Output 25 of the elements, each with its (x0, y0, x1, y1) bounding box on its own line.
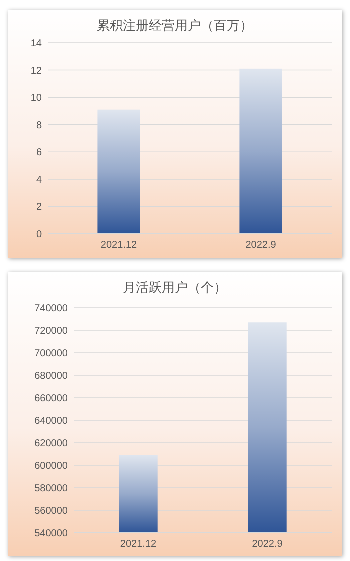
y-tick-label: 12 (30, 66, 42, 77)
y-tick-label: 14 (30, 38, 42, 50)
y-tick-label: 640000 (34, 416, 68, 427)
y-tick-label: 2 (36, 202, 42, 214)
y-tick-label: 600000 (34, 461, 68, 472)
y-tick-label: 0 (36, 230, 42, 240)
y-tick-label: 580000 (34, 484, 68, 494)
x-tick-label: 2021.12 (120, 539, 158, 550)
x-tick-label: 2021.12 (100, 240, 138, 251)
y-tick-label: 10 (30, 93, 42, 104)
y-tick-label: 700000 (34, 348, 68, 360)
chart-title: 累积注册经营用户（百万） (97, 18, 253, 33)
y-tick-label: 8 (36, 120, 42, 132)
y-tick-label: 540000 (34, 528, 68, 540)
y-tick-label: 680000 (34, 371, 68, 382)
y-tick-label: 560000 (34, 506, 68, 517)
y-tick-label: 6 (36, 148, 42, 159)
x-tick-label: 2022.9 (252, 539, 284, 550)
y-tick-label: 4 (36, 174, 42, 186)
x-tick-label: 2022.9 (246, 240, 277, 251)
y-tick-label: 740000 (34, 304, 68, 314)
y-tick-label: 660000 (34, 394, 68, 404)
y-tick-label: 620000 (34, 438, 68, 450)
y-tick-label: 720000 (34, 326, 68, 337)
chart-title: 月活跃用户（个） (123, 280, 227, 295)
